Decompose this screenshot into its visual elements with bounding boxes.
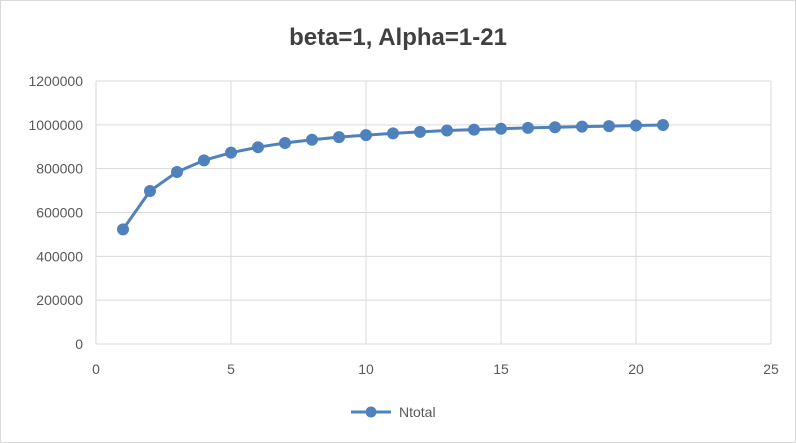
series-lines	[121, 123, 665, 231]
x-tick-label: 10	[358, 361, 374, 377]
x-tick-label: 5	[227, 361, 235, 377]
data-point	[360, 129, 372, 142]
x-tick-label: 0	[92, 361, 100, 377]
y-tick-label: 1000000	[28, 117, 83, 133]
x-tick-label: 25	[763, 361, 779, 377]
legend-marker	[365, 406, 377, 418]
y-tick-label: 800000	[36, 161, 83, 177]
legend-label: Ntotal	[399, 404, 436, 420]
series-points	[117, 119, 669, 236]
x-axis-tick-labels: 0 5 10 15 20 25	[92, 361, 779, 377]
data-point	[576, 120, 588, 133]
data-point	[603, 120, 615, 133]
data-point	[630, 119, 642, 132]
data-point	[252, 141, 264, 154]
data-point	[171, 165, 183, 178]
legend: Ntotal	[351, 404, 436, 420]
data-point	[414, 125, 426, 138]
data-point	[441, 124, 453, 137]
y-tick-label: 200000	[36, 292, 83, 308]
gridlines	[95, 80, 772, 345]
y-tick-label: 400000	[36, 248, 83, 264]
data-point	[333, 131, 345, 144]
x-tick-label: 20	[628, 361, 644, 377]
data-point	[306, 133, 318, 146]
x-tick-label: 15	[493, 361, 509, 377]
data-point	[279, 137, 291, 150]
data-point	[198, 154, 210, 167]
data-point	[522, 121, 534, 134]
data-point	[468, 123, 480, 136]
series-line	[121, 123, 665, 231]
data-point	[495, 122, 507, 135]
data-point	[549, 121, 561, 134]
data-point	[657, 119, 669, 132]
chart-title: beta=1, Alpha=1-21	[289, 24, 507, 51]
data-point	[387, 127, 399, 140]
y-tick-label: 0	[75, 336, 83, 352]
y-tick-label: 1200000	[28, 73, 83, 89]
y-tick-label: 600000	[36, 205, 83, 221]
data-point	[144, 185, 156, 198]
data-point	[225, 146, 237, 159]
y-axis-tick-labels: 0 200000 400000 600000 800000 1000000 1200000	[28, 73, 83, 352]
data-point	[117, 223, 129, 236]
